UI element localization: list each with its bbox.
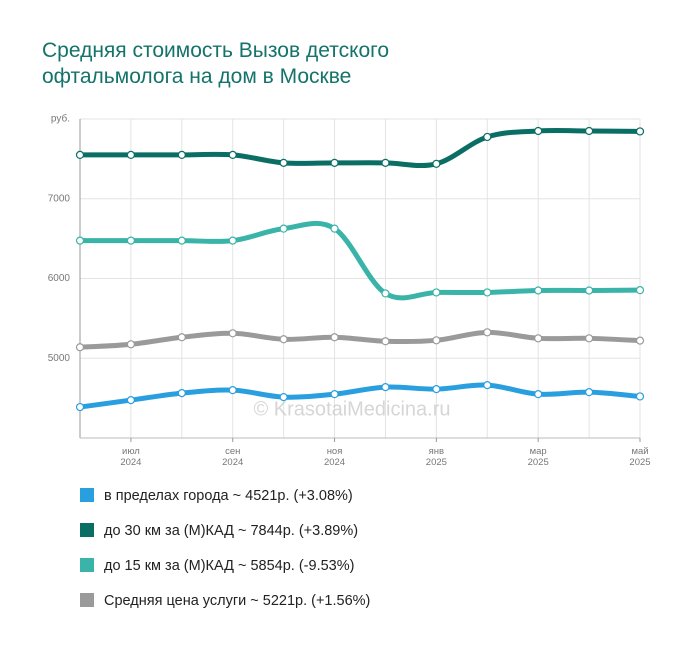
data-point xyxy=(126,396,136,405)
legend-item: до 15 км за (М)КАД ~ 5854р. (-9.53%) xyxy=(80,558,354,574)
series-line xyxy=(77,329,643,350)
data-point xyxy=(534,286,543,295)
data-point xyxy=(381,337,390,346)
data-point xyxy=(584,334,594,343)
data-point xyxy=(279,335,288,344)
data-point xyxy=(432,385,441,394)
x-tick-label: мар 2025 xyxy=(527,446,549,468)
y-tick-label: руб. xyxy=(51,113,70,125)
data-point xyxy=(75,150,85,159)
data-point xyxy=(177,389,186,398)
data-point xyxy=(75,236,85,245)
legend-item: Средняя цена услуги ~ 5221р. (+1.56%) xyxy=(80,593,370,609)
data-point xyxy=(177,236,186,245)
legend-item: в пределах города ~ 4521р. (+3.08%) xyxy=(80,488,353,504)
data-point xyxy=(483,328,492,337)
data-point xyxy=(228,329,237,338)
legend-label: в пределах города ~ 4521р. (+3.08%) xyxy=(104,488,353,504)
data-point xyxy=(279,392,288,402)
x-tick-label: июл 2024 xyxy=(120,446,142,468)
data-point xyxy=(381,158,390,167)
data-point xyxy=(635,127,645,136)
legend-item: до 30 км за (М)КАД ~ 7844р. (+3.89%) xyxy=(80,523,358,539)
data-point xyxy=(228,236,237,245)
data-point xyxy=(330,224,339,233)
data-point xyxy=(126,340,136,349)
x-tick-label: янв 2025 xyxy=(425,446,447,468)
series-line xyxy=(77,382,643,410)
data-point xyxy=(635,336,645,345)
series-line xyxy=(77,220,643,301)
data-point xyxy=(279,158,288,167)
data-point xyxy=(432,159,441,168)
data-point xyxy=(584,126,594,136)
data-point xyxy=(584,286,594,295)
series-line xyxy=(77,128,643,169)
chart-title: Средняя стоимость Вызов детского офтальм… xyxy=(42,39,390,88)
data-point xyxy=(381,383,390,392)
data-point xyxy=(177,333,186,342)
data-point xyxy=(126,236,136,245)
data-point xyxy=(534,334,543,343)
data-point xyxy=(432,288,441,297)
legend-swatch xyxy=(80,593,94,607)
legend-label: до 30 км за (М)КАД ~ 7844р. (+3.89%) xyxy=(104,523,359,539)
y-tick-label: 5000 xyxy=(48,353,71,364)
x-tick-label: ноя 2024 xyxy=(323,446,346,468)
data-point xyxy=(432,336,441,345)
data-point xyxy=(483,132,492,142)
data-point xyxy=(635,286,645,295)
data-point xyxy=(483,288,492,297)
data-point xyxy=(177,150,186,159)
data-point xyxy=(228,150,237,159)
data-point xyxy=(330,333,339,342)
y-tick-label: 6000 xyxy=(48,273,71,284)
data-point xyxy=(330,390,339,399)
legend-label: Средняя цена услуги ~ 5221р. (+1.56%) xyxy=(104,593,371,609)
legend-label: до 15 км за (М)КАД ~ 5854р. (-9.53%) xyxy=(104,558,355,574)
data-point xyxy=(126,150,136,159)
data-point xyxy=(483,381,492,390)
data-point xyxy=(330,158,339,167)
legend-swatch xyxy=(80,523,94,537)
y-tick-label: 7000 xyxy=(48,193,71,204)
data-point xyxy=(75,402,85,412)
legend-swatch xyxy=(80,558,94,572)
x-tick-label: сен 2024 xyxy=(222,446,244,468)
data-point xyxy=(75,343,85,352)
data-point xyxy=(584,388,594,397)
x-tick-label: май 2025 xyxy=(629,446,651,468)
watermark: © KrasotaiMedicina.ru xyxy=(253,398,450,420)
data-point xyxy=(635,392,645,401)
data-point xyxy=(279,224,288,233)
data-point xyxy=(228,386,237,395)
data-point xyxy=(534,390,543,399)
data-point xyxy=(534,126,543,136)
data-point xyxy=(381,289,390,298)
legend-swatch xyxy=(80,488,94,502)
